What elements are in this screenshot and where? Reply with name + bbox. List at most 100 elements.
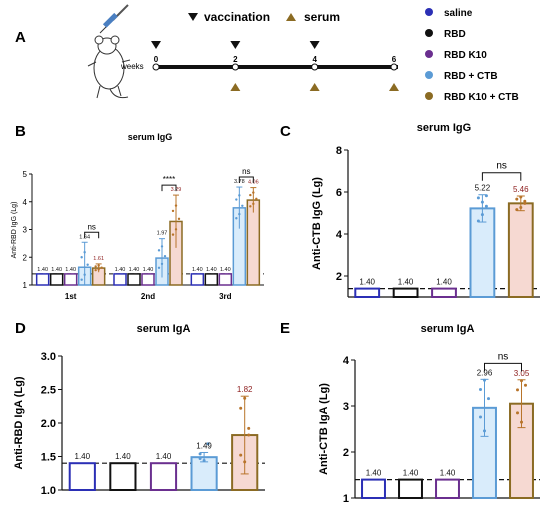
timeline-week-label: 2: [233, 55, 238, 64]
data-value-label: 1.40: [156, 452, 172, 461]
serum-marker-icon: [389, 83, 399, 91]
chart-c: serum IgG 2 4 6 8 Anti-CTB IgG (Lg) 1.40 1.40 1.…: [311, 122, 540, 299]
data-point: [239, 406, 243, 410]
y-tick-label: 3: [23, 226, 28, 235]
data-point: [480, 213, 484, 217]
data-point: [247, 433, 251, 437]
data-point: [515, 197, 519, 201]
timeline-group: 0 2 4 6: [151, 41, 399, 91]
data-point: [243, 460, 247, 464]
chart-title: serum IgA: [137, 323, 191, 335]
data-value-label: 2.96: [477, 368, 493, 377]
y-tick-label: 6: [336, 187, 342, 199]
data-point: [516, 388, 519, 392]
data-point: [524, 383, 527, 387]
data-point: [235, 217, 238, 220]
data-value-label: 1.40: [220, 267, 231, 273]
legend-marker: [425, 8, 433, 16]
data-value-label: 1.40: [366, 469, 382, 478]
data-point: [198, 452, 202, 456]
data-value-label: 3.05: [514, 369, 530, 378]
data-value-label: 1.40: [403, 469, 419, 478]
significance-label: ns: [242, 167, 250, 176]
bar: [127, 273, 141, 286]
data-point: [174, 204, 178, 207]
data-point: [484, 204, 488, 208]
serum-marker-icon: [230, 83, 241, 91]
chart-title: serum IgA: [421, 323, 475, 335]
y-axis-label: Anti-RBD IgA (Lg): [13, 376, 25, 469]
data-point: [519, 195, 523, 199]
timeline-dot: [231, 63, 239, 71]
bar: [113, 273, 127, 286]
serum-marker-icon: [286, 13, 296, 21]
legend-label: RBD + CTB: [444, 71, 498, 82]
bar: [63, 273, 78, 286]
bar: [109, 462, 137, 492]
data-point: [206, 442, 210, 446]
bar: [435, 478, 460, 500]
data-point: [476, 219, 480, 223]
data-point: [252, 202, 255, 206]
y-tick-label: 3.0: [41, 351, 56, 363]
timeline-dot: [390, 63, 398, 71]
panel-a-label: A: [15, 29, 26, 46]
bar: [361, 478, 386, 500]
legend-vaccination-label: vaccination: [204, 10, 270, 24]
y-tick-label: 2: [343, 447, 349, 459]
timeline-week-label: 6: [392, 55, 397, 64]
data-point: [480, 200, 484, 204]
data-point: [171, 209, 175, 213]
data-point: [94, 265, 97, 268]
data-point: [255, 197, 258, 201]
y-tick-label: 2.5: [41, 385, 56, 397]
data-point: [520, 379, 523, 383]
bar: [354, 287, 381, 299]
significance-label: ****: [163, 175, 175, 184]
data-point: [476, 196, 480, 200]
bar: [507, 202, 534, 298]
bar: [392, 287, 419, 299]
timeline-week-label: 4: [312, 55, 317, 64]
data-point: [94, 268, 97, 272]
data-point: [483, 378, 486, 382]
data-point: [479, 415, 482, 419]
panel-e-label: E: [280, 320, 290, 337]
y-tick-label: 3: [343, 401, 349, 413]
data-point: [97, 264, 100, 267]
timeline-week-label: 0: [154, 55, 159, 64]
data-point: [487, 397, 490, 401]
data-point: [520, 420, 523, 424]
data-value-label: 1.61: [93, 256, 104, 262]
panel-c-label: C: [280, 123, 291, 140]
panel-b-label: B: [15, 123, 26, 140]
y-axis-label: Anti-CTB IgG (Lg): [311, 177, 323, 270]
y-tick-label: 4: [23, 198, 28, 207]
bar: [35, 273, 50, 286]
vaccination-marker-icon: [309, 41, 320, 49]
data-point: [198, 457, 202, 461]
mouse-syringe-icon: [87, 4, 131, 99]
y-tick-label: 2: [336, 271, 342, 283]
vaccination-marker-icon: [188, 13, 198, 21]
significance-bracket: [481, 172, 522, 181]
data-point: [83, 251, 86, 254]
data-point: [484, 194, 488, 198]
data-point: [519, 206, 523, 210]
data-point: [479, 387, 482, 391]
data-point: [171, 233, 175, 236]
data-point: [163, 254, 167, 258]
x-category-label: 2nd: [141, 292, 155, 301]
legend-label: RBD K10 + CTB: [444, 92, 519, 103]
bar: [68, 462, 96, 492]
data-point: [249, 193, 252, 197]
y-tick-label: 5: [23, 170, 28, 179]
y-tick-label: 2: [23, 253, 28, 262]
data-point: [80, 278, 83, 281]
data-value-label: 1.40: [65, 267, 76, 273]
y-tick-label: 4: [343, 355, 350, 367]
bar: [218, 273, 233, 286]
data-value-label: 1.40: [440, 469, 456, 478]
